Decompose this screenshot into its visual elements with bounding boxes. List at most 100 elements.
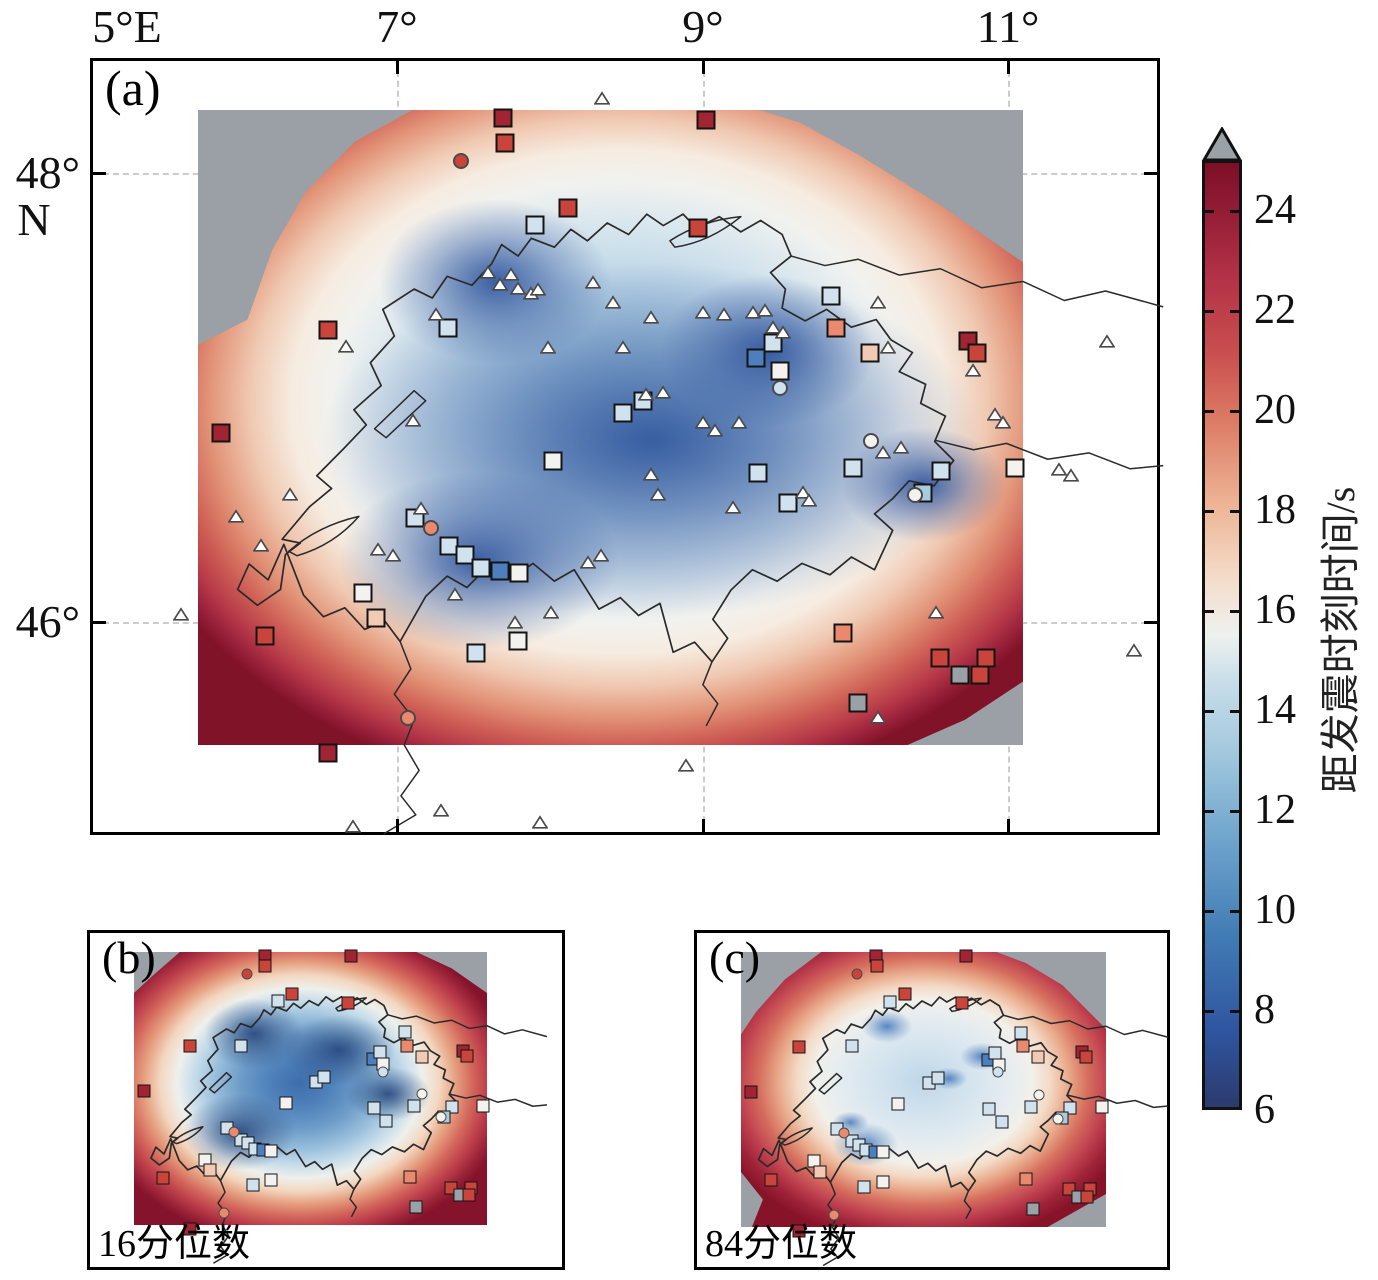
panel-c-label: (c) <box>709 932 761 983</box>
colorbar-tick-label: 18 <box>1254 487 1296 533</box>
seismometer-triangle-marker <box>1050 462 1068 476</box>
seismometer-triangle-marker <box>677 758 695 772</box>
station-square-marker <box>409 1200 423 1214</box>
station-circle-marker <box>771 380 788 397</box>
panel-b-caption: 16分位数 <box>98 1223 251 1265</box>
station-square-marker <box>367 1101 381 1115</box>
station-square-marker <box>931 1071 945 1085</box>
seismometer-triangle-marker <box>529 281 547 296</box>
station-square-marker <box>471 558 491 578</box>
station-square-marker <box>843 458 863 478</box>
seismometer-triangle-marker <box>1098 333 1116 348</box>
seismometer-triangle-marker <box>744 305 762 319</box>
station-square-marker <box>613 403 633 423</box>
colorbar-tick-label: 8 <box>1254 987 1275 1033</box>
station-square-marker <box>525 215 545 235</box>
axis-tick <box>1007 61 1010 74</box>
station-square-marker <box>460 1049 474 1063</box>
station-square-marker <box>318 320 338 340</box>
station-square-marker <box>344 949 358 963</box>
colorbar-tick <box>1230 510 1239 513</box>
seismometer-triangle-marker <box>432 803 450 817</box>
seismometer-triangle-marker <box>869 295 887 309</box>
station-square-marker <box>1080 1190 1094 1204</box>
station-square-marker <box>509 563 529 583</box>
station-square-marker <box>976 648 996 668</box>
station-circle-marker <box>218 1207 230 1219</box>
country-borders <box>134 952 487 1225</box>
seismometer-triangle-marker <box>730 415 748 429</box>
seismometer-triangle-marker <box>614 340 632 354</box>
seismometer-triangle-marker <box>637 387 655 401</box>
seismometer-triangle-marker <box>539 340 557 354</box>
colorbar-tick-label: 24 <box>1254 187 1296 233</box>
station-square-marker <box>982 1102 996 1116</box>
station-square-marker <box>883 995 897 1009</box>
station-circle-marker <box>377 1066 389 1078</box>
country-borders <box>198 110 1023 745</box>
station-square-marker <box>234 1039 248 1053</box>
station-circle-marker <box>422 519 439 536</box>
station-markers-layer <box>741 949 1109 1238</box>
station-square-marker <box>950 665 970 685</box>
station-square-marker <box>748 463 768 483</box>
seismometer-triangle-marker <box>694 415 712 429</box>
seismometer-triangle-marker <box>649 487 667 501</box>
axis-tick <box>702 819 705 832</box>
station-square-marker <box>744 1085 758 1099</box>
station-square-marker <box>398 1025 412 1039</box>
colorbar-tick <box>1230 1010 1239 1013</box>
colorbar-tick-label: 10 <box>1254 887 1296 933</box>
panel-c-caption: 84分位数 <box>705 1223 858 1265</box>
axis-label-longitude: 11° <box>976 1 1040 52</box>
panel-a-raster <box>172 91 1023 745</box>
station-square-marker <box>203 1163 217 1177</box>
axis-tick <box>93 621 106 624</box>
seismometer-triangle-marker <box>491 277 509 292</box>
seismometer-triangle-marker <box>281 487 299 501</box>
seismometer-triangle-marker <box>715 307 733 321</box>
colorbar-tick-label: 16 <box>1254 587 1296 633</box>
colorbar-tick <box>1230 610 1239 613</box>
seismometer-triangle-marker <box>593 91 611 106</box>
station-square-marker <box>279 1096 293 1110</box>
seismometer-triangle-marker <box>604 295 622 309</box>
seismometer-triangle-marker <box>774 325 792 339</box>
station-square-marker <box>833 623 853 643</box>
colorbar-tick <box>1230 310 1239 313</box>
station-square-marker <box>379 1114 393 1128</box>
colorbar-tick <box>1205 910 1214 913</box>
station-square-marker <box>490 561 510 581</box>
station-square-marker <box>891 1097 905 1111</box>
colorbar-tick <box>1230 710 1239 713</box>
colorbar-tick-label: 12 <box>1254 787 1296 833</box>
station-circle-marker <box>241 968 253 980</box>
station-square-marker <box>353 583 373 603</box>
station-square-marker <box>1024 1100 1038 1114</box>
colorbar-tick <box>1205 410 1214 413</box>
station-square-marker <box>959 949 973 963</box>
station-square-marker <box>821 286 841 306</box>
station-circle-marker <box>828 1209 840 1221</box>
seismometer-triangle-marker <box>724 500 742 514</box>
station-square-marker <box>258 959 272 973</box>
station-square-marker <box>857 1180 871 1194</box>
seismometer-triangle-marker <box>384 547 402 562</box>
colorbar-tick <box>1230 210 1239 213</box>
seismometer-triangle-marker <box>794 485 812 499</box>
station-square-marker <box>246 1178 260 1192</box>
station-circle-marker <box>851 968 863 980</box>
station-square-marker <box>955 996 969 1010</box>
station-square-marker <box>967 343 987 363</box>
station-square-marker <box>988 1046 1002 1060</box>
station-circle-marker <box>416 1088 428 1100</box>
station-square-marker <box>466 643 486 663</box>
colorbar-tick <box>1205 1010 1214 1013</box>
station-square-marker <box>931 461 951 481</box>
station-square-marker <box>183 1222 197 1236</box>
seismometer-triangle-marker <box>874 445 892 459</box>
seismometer-triangle-marker <box>337 339 355 353</box>
station-square-marker <box>211 423 231 443</box>
station-square-marker <box>400 1039 414 1053</box>
